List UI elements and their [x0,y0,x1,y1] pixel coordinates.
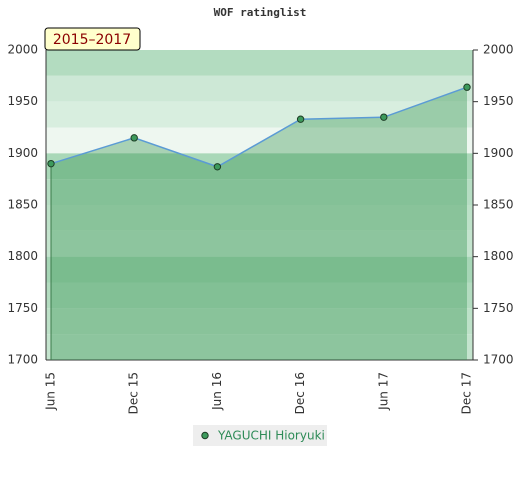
band [46,153,473,180]
y-tick-label: 1950 [7,94,38,108]
y2-tick-label: 1850 [483,198,514,212]
band [46,230,473,257]
band [46,127,473,154]
band [46,101,473,128]
annotation-box [44,27,141,51]
x-tick-label: Jun 15 [44,372,58,411]
y2-tick-label: 1900 [483,146,514,160]
point [296,115,305,123]
y2-tick-label: 1950 [483,94,514,108]
x-tick-label: Dec 16 [293,372,307,414]
point [380,113,388,121]
x-tick-label: Jun 17 [376,372,390,411]
y-tick-label: 1800 [7,249,38,263]
band [46,75,473,102]
point [47,159,55,168]
y2-tick-label: 1800 [483,249,514,263]
y-tick-label: 1700 [7,353,38,367]
y-tick-label: 1850 [7,198,38,212]
band [46,50,473,76]
band [46,205,473,231]
x-tick-label: Dec 17 [460,372,474,414]
legend-label: YAGUCHI Hioryuki [217,429,325,443]
y2-tick-label: 2000 [483,43,514,57]
y2-tick-label: 1700 [483,353,514,367]
plot-background [46,50,473,360]
point [463,83,471,91]
x-tick-label: Dec 15 [127,372,141,414]
line [50,86,468,168]
annotation: 2015–2017 [53,32,131,48]
area [51,87,467,360]
legend-marker [201,431,209,440]
band [46,308,473,335]
band [46,334,473,360]
chart-title: WOF ratinglist [214,6,307,19]
band [46,256,473,283]
x-tick-label: Jun 16 [210,372,224,411]
band [46,179,473,205]
y-tick-label: 2000 [7,43,38,57]
legend-box [193,425,327,446]
y2-tick-label: 1750 [483,301,514,315]
band [46,282,473,309]
y-tick-label: 1900 [7,146,38,160]
point [130,134,138,142]
point [213,163,222,171]
y-tick-label: 1750 [7,301,38,315]
